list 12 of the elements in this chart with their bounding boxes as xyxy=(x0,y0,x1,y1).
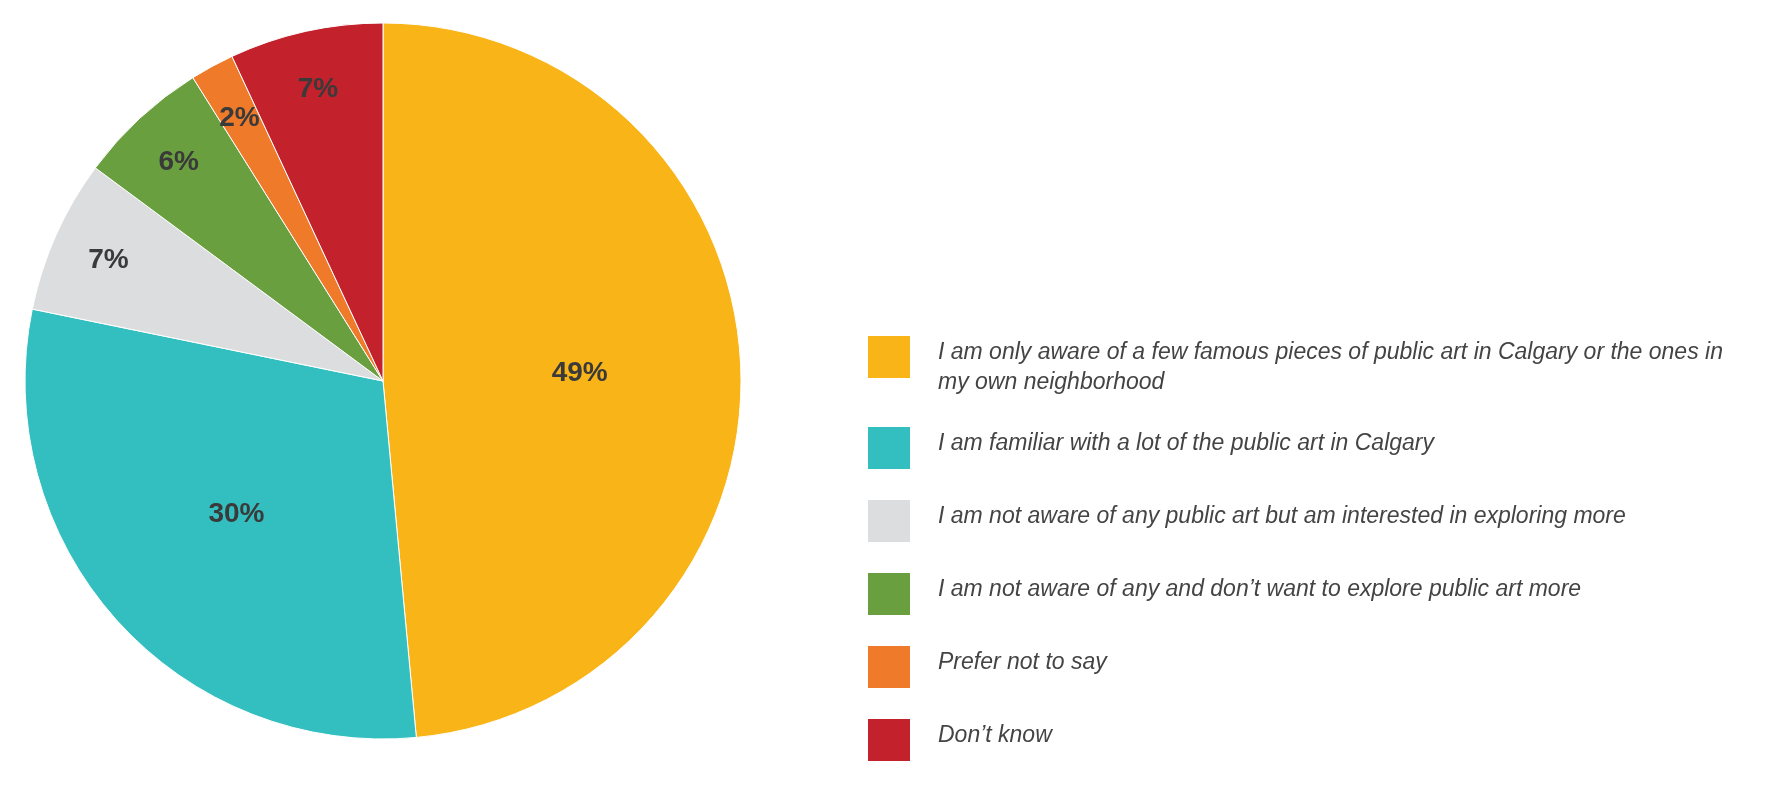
legend-label: Don’t know xyxy=(938,720,1052,749)
legend-label: I am only aware of a few famous pieces of public art in Calgary or the ones in my own neighborhood xyxy=(938,337,1724,396)
data-label: 7% xyxy=(88,242,129,274)
data-label: 7% xyxy=(297,71,339,103)
data-label: 49% xyxy=(551,356,608,388)
legend-label: Prefer not to say xyxy=(938,647,1107,676)
legend-label: I am familiar with a lot of the public art in Calgary xyxy=(938,428,1434,457)
legend-label: I am not aware of any public art but am interested in exploring more xyxy=(938,501,1626,530)
data-label: 6% xyxy=(158,144,200,176)
data-label: 30% xyxy=(208,496,265,528)
legend-label: I am not aware of any and don’t want to explore public art more xyxy=(938,574,1582,603)
data-label: 2% xyxy=(219,101,260,133)
